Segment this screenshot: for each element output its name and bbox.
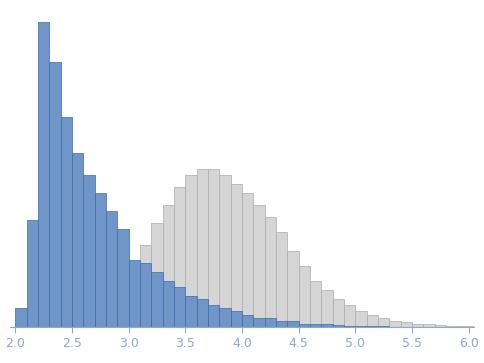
Bar: [106, 296, 117, 327]
Bar: [276, 321, 287, 327]
Bar: [242, 314, 253, 327]
Bar: [117, 229, 129, 327]
Bar: [242, 193, 253, 327]
Bar: [435, 325, 446, 327]
Bar: [208, 305, 219, 327]
Bar: [310, 281, 321, 327]
Bar: [253, 318, 265, 327]
Bar: [253, 205, 265, 327]
Bar: [355, 311, 367, 327]
Bar: [197, 168, 208, 327]
Bar: [299, 324, 310, 327]
Bar: [208, 168, 219, 327]
Bar: [197, 299, 208, 327]
Bar: [49, 62, 60, 327]
Bar: [344, 326, 355, 327]
Bar: [83, 318, 95, 327]
Bar: [174, 187, 185, 327]
Bar: [219, 309, 231, 327]
Bar: [174, 287, 185, 327]
Bar: [151, 272, 163, 327]
Bar: [231, 311, 242, 327]
Bar: [333, 299, 344, 327]
Bar: [378, 318, 389, 327]
Bar: [163, 205, 174, 327]
Bar: [424, 324, 435, 327]
Bar: [321, 290, 333, 327]
Bar: [367, 314, 378, 327]
Bar: [412, 324, 424, 327]
Bar: [389, 321, 401, 327]
Bar: [265, 217, 276, 327]
Bar: [140, 245, 151, 327]
Bar: [231, 184, 242, 327]
Bar: [333, 325, 344, 327]
Bar: [310, 324, 321, 327]
Bar: [299, 266, 310, 327]
Bar: [38, 23, 49, 327]
Bar: [457, 326, 469, 327]
Bar: [129, 260, 140, 327]
Bar: [95, 309, 106, 327]
Bar: [321, 324, 333, 327]
Bar: [446, 326, 457, 327]
Bar: [60, 117, 72, 327]
Bar: [83, 175, 95, 327]
Bar: [355, 326, 367, 327]
Bar: [185, 296, 197, 327]
Bar: [117, 281, 129, 327]
Bar: [72, 324, 83, 327]
Bar: [129, 266, 140, 327]
Bar: [276, 232, 287, 327]
Bar: [344, 305, 355, 327]
Bar: [151, 223, 163, 327]
Bar: [95, 193, 106, 327]
Bar: [72, 153, 83, 327]
Bar: [163, 281, 174, 327]
Bar: [106, 211, 117, 327]
Bar: [287, 321, 299, 327]
Bar: [287, 250, 299, 327]
Bar: [27, 220, 38, 327]
Bar: [219, 175, 231, 327]
Bar: [265, 318, 276, 327]
Bar: [140, 263, 151, 327]
Bar: [401, 322, 412, 327]
Bar: [185, 175, 197, 327]
Bar: [15, 309, 27, 327]
